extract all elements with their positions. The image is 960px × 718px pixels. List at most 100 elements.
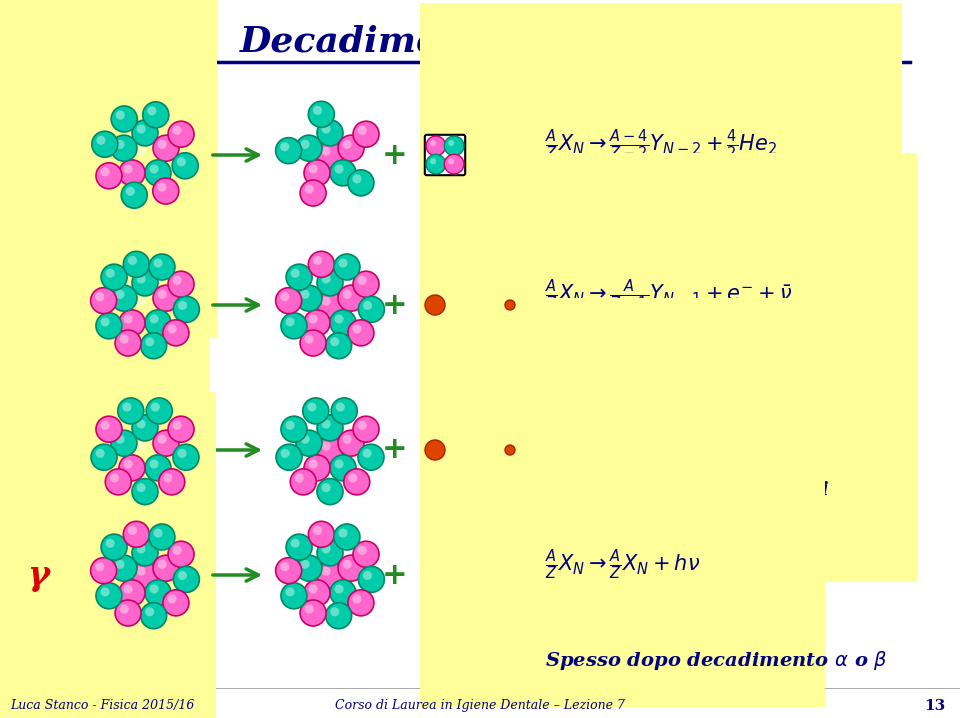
Circle shape — [353, 416, 379, 442]
Circle shape — [300, 140, 310, 149]
Text: Nuclei con troppi neutroni: Nuclei con troppi neutroni — [545, 336, 836, 354]
Circle shape — [136, 274, 146, 284]
Circle shape — [150, 314, 158, 324]
Circle shape — [330, 580, 356, 606]
Circle shape — [111, 555, 137, 581]
Circle shape — [276, 138, 301, 164]
Circle shape — [177, 157, 186, 167]
Circle shape — [357, 546, 367, 555]
Circle shape — [101, 534, 127, 560]
Circle shape — [353, 121, 379, 147]
Circle shape — [145, 580, 171, 606]
Circle shape — [132, 270, 158, 296]
Circle shape — [281, 583, 307, 609]
Circle shape — [286, 534, 312, 560]
Circle shape — [101, 421, 109, 430]
Circle shape — [173, 421, 181, 430]
Circle shape — [173, 276, 181, 285]
Circle shape — [291, 269, 300, 278]
Circle shape — [163, 473, 173, 482]
Circle shape — [339, 258, 348, 268]
Circle shape — [317, 142, 343, 168]
Circle shape — [317, 270, 343, 296]
Circle shape — [363, 571, 372, 580]
Circle shape — [353, 271, 379, 297]
Circle shape — [426, 154, 445, 174]
Circle shape — [141, 332, 167, 359]
Circle shape — [313, 526, 322, 535]
Circle shape — [322, 442, 330, 451]
Circle shape — [317, 292, 343, 318]
Circle shape — [136, 483, 146, 493]
Circle shape — [90, 288, 116, 314]
Circle shape — [322, 274, 330, 284]
Circle shape — [101, 167, 109, 177]
Circle shape — [343, 434, 351, 444]
Circle shape — [353, 541, 379, 567]
Circle shape — [357, 421, 367, 430]
Circle shape — [357, 276, 367, 285]
Circle shape — [124, 584, 132, 594]
Circle shape — [157, 290, 167, 299]
Circle shape — [145, 607, 155, 616]
Circle shape — [334, 164, 344, 174]
Text: $\frac{A}{Z}X_N \rightarrow \frac{A}{Z+1}Y_{N-1}+e^{-}+\bar{\nu}$: $\frac{A}{Z}X_N \rightarrow \frac{A}{Z+1… — [545, 278, 792, 312]
Circle shape — [325, 602, 351, 629]
Circle shape — [317, 562, 343, 588]
Circle shape — [136, 419, 146, 429]
Circle shape — [149, 524, 175, 550]
Circle shape — [145, 455, 171, 481]
Circle shape — [448, 158, 454, 164]
Circle shape — [308, 521, 334, 547]
Circle shape — [119, 580, 145, 606]
Circle shape — [106, 469, 132, 495]
Circle shape — [178, 301, 187, 310]
Text: $\frac{A}{Z}X_N \rightarrow \frac{A}{Z}X_N + h\nu$: $\frac{A}{Z}X_N \rightarrow \frac{A}{Z}X… — [545, 548, 700, 582]
Circle shape — [136, 544, 146, 554]
Circle shape — [276, 288, 301, 314]
Circle shape — [302, 398, 328, 424]
Circle shape — [154, 258, 162, 268]
Circle shape — [111, 106, 137, 132]
Circle shape — [444, 154, 464, 174]
Circle shape — [280, 562, 289, 572]
Circle shape — [448, 140, 454, 146]
Circle shape — [145, 160, 171, 186]
Circle shape — [96, 313, 122, 339]
Circle shape — [285, 421, 295, 430]
Text: +: + — [452, 291, 478, 320]
Circle shape — [317, 540, 343, 566]
Circle shape — [344, 469, 370, 495]
Circle shape — [109, 473, 119, 482]
Circle shape — [163, 589, 189, 616]
Circle shape — [304, 605, 314, 614]
Circle shape — [115, 434, 125, 444]
Circle shape — [158, 469, 184, 495]
Circle shape — [132, 120, 158, 146]
Circle shape — [168, 271, 194, 297]
Circle shape — [317, 120, 343, 146]
Circle shape — [334, 314, 344, 324]
Circle shape — [330, 455, 356, 481]
Circle shape — [325, 332, 351, 359]
Circle shape — [96, 583, 122, 609]
Circle shape — [168, 121, 194, 147]
Circle shape — [358, 567, 384, 592]
Circle shape — [322, 483, 330, 493]
Circle shape — [96, 449, 105, 458]
Circle shape — [101, 264, 127, 290]
Circle shape — [124, 460, 132, 469]
Circle shape — [178, 571, 187, 580]
Circle shape — [153, 135, 179, 161]
Circle shape — [101, 317, 109, 327]
Circle shape — [296, 430, 322, 456]
Circle shape — [96, 136, 106, 145]
Circle shape — [444, 136, 464, 156]
Circle shape — [281, 416, 307, 442]
Circle shape — [111, 430, 137, 456]
Circle shape — [150, 164, 158, 174]
Circle shape — [290, 469, 316, 495]
Circle shape — [150, 584, 158, 594]
Text: Corso di Laurea in Igiene Dentale – Lezione 7: Corso di Laurea in Igiene Dentale – Lezi… — [335, 699, 625, 712]
Circle shape — [132, 540, 158, 566]
